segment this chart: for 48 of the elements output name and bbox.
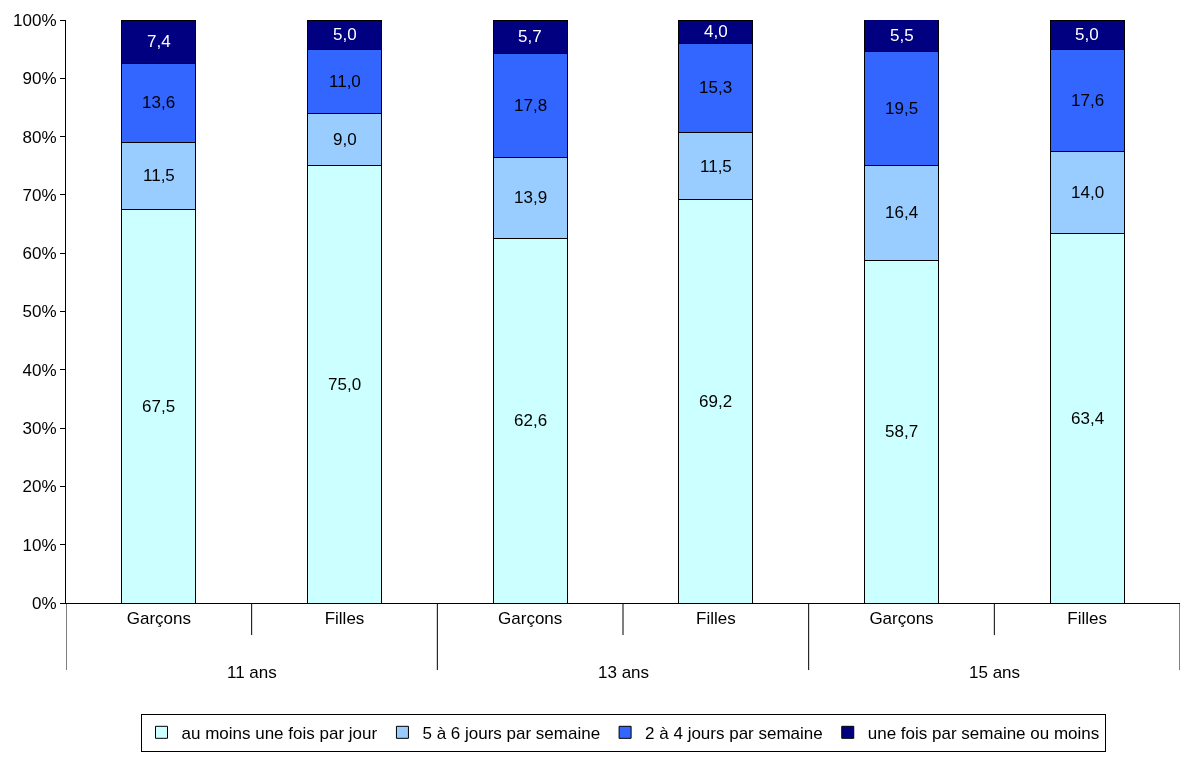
- data-label: 67,5: [142, 397, 176, 416]
- data-label: 14,0: [1071, 183, 1105, 202]
- data-label: 5,0: [333, 25, 357, 44]
- data-label: 11,5: [700, 157, 732, 176]
- legend-label: 2 à 4 jours par semaine: [645, 723, 823, 743]
- data-label: 19,5: [885, 99, 919, 118]
- y-tick-label: 20%: [22, 477, 57, 497]
- legend-label: une fois par semaine ou moins: [867, 723, 1100, 743]
- y-tick-label: 70%: [22, 185, 57, 205]
- data-label: 4,0: [704, 22, 728, 41]
- data-label: 58,7: [885, 422, 919, 441]
- y-tick-label: 60%: [22, 244, 57, 264]
- data-label: 63,4: [1071, 409, 1105, 428]
- data-label: 11,0: [329, 72, 361, 91]
- y-tick-label: 10%: [22, 535, 57, 555]
- legend-label: 5 à 6 jours par semaine: [422, 723, 601, 743]
- data-label: 5,5: [890, 26, 914, 45]
- y-tick-label: 40%: [22, 360, 57, 380]
- legend-label: au moins une fois par jour: [181, 723, 378, 743]
- x-tick-label: Garçons: [126, 609, 191, 629]
- y-tick-label: 100%: [13, 10, 57, 30]
- data-label: 16,4: [885, 203, 919, 222]
- data-label: 17,8: [514, 96, 548, 115]
- x-tick-label: Filles: [324, 609, 365, 629]
- data-label: 13,6: [142, 93, 176, 112]
- data-label: 17,6: [1071, 91, 1105, 110]
- data-label: 62,6: [514, 411, 548, 430]
- x-tick-label: Filles: [695, 609, 736, 629]
- text: 15 ans: [969, 663, 1021, 682]
- data-label: 69,2: [699, 392, 733, 411]
- x-tick-label: Garçons: [498, 609, 563, 629]
- y-tick-label: 80%: [22, 127, 57, 147]
- data-label: 75,0: [328, 375, 362, 394]
- text: 13 ans: [598, 663, 650, 682]
- x-tick-label: Garçons: [869, 609, 934, 629]
- data-label: 13,9: [514, 188, 548, 207]
- y-tick-label: 0%: [32, 593, 57, 613]
- x-tick-label: Filles: [1067, 609, 1108, 629]
- data-label: 5,7: [518, 27, 542, 46]
- y-tick-label: 30%: [22, 419, 57, 439]
- text: 11 ans: [227, 663, 277, 682]
- data-label: 5,0: [1075, 25, 1099, 44]
- data-label: 7,4: [147, 32, 171, 51]
- data-label: 11,5: [143, 166, 175, 185]
- data-label: 9,0: [333, 130, 357, 149]
- data-label: 15,3: [699, 78, 733, 97]
- y-tick-label: 90%: [22, 69, 57, 89]
- y-tick-label: 50%: [22, 302, 57, 322]
